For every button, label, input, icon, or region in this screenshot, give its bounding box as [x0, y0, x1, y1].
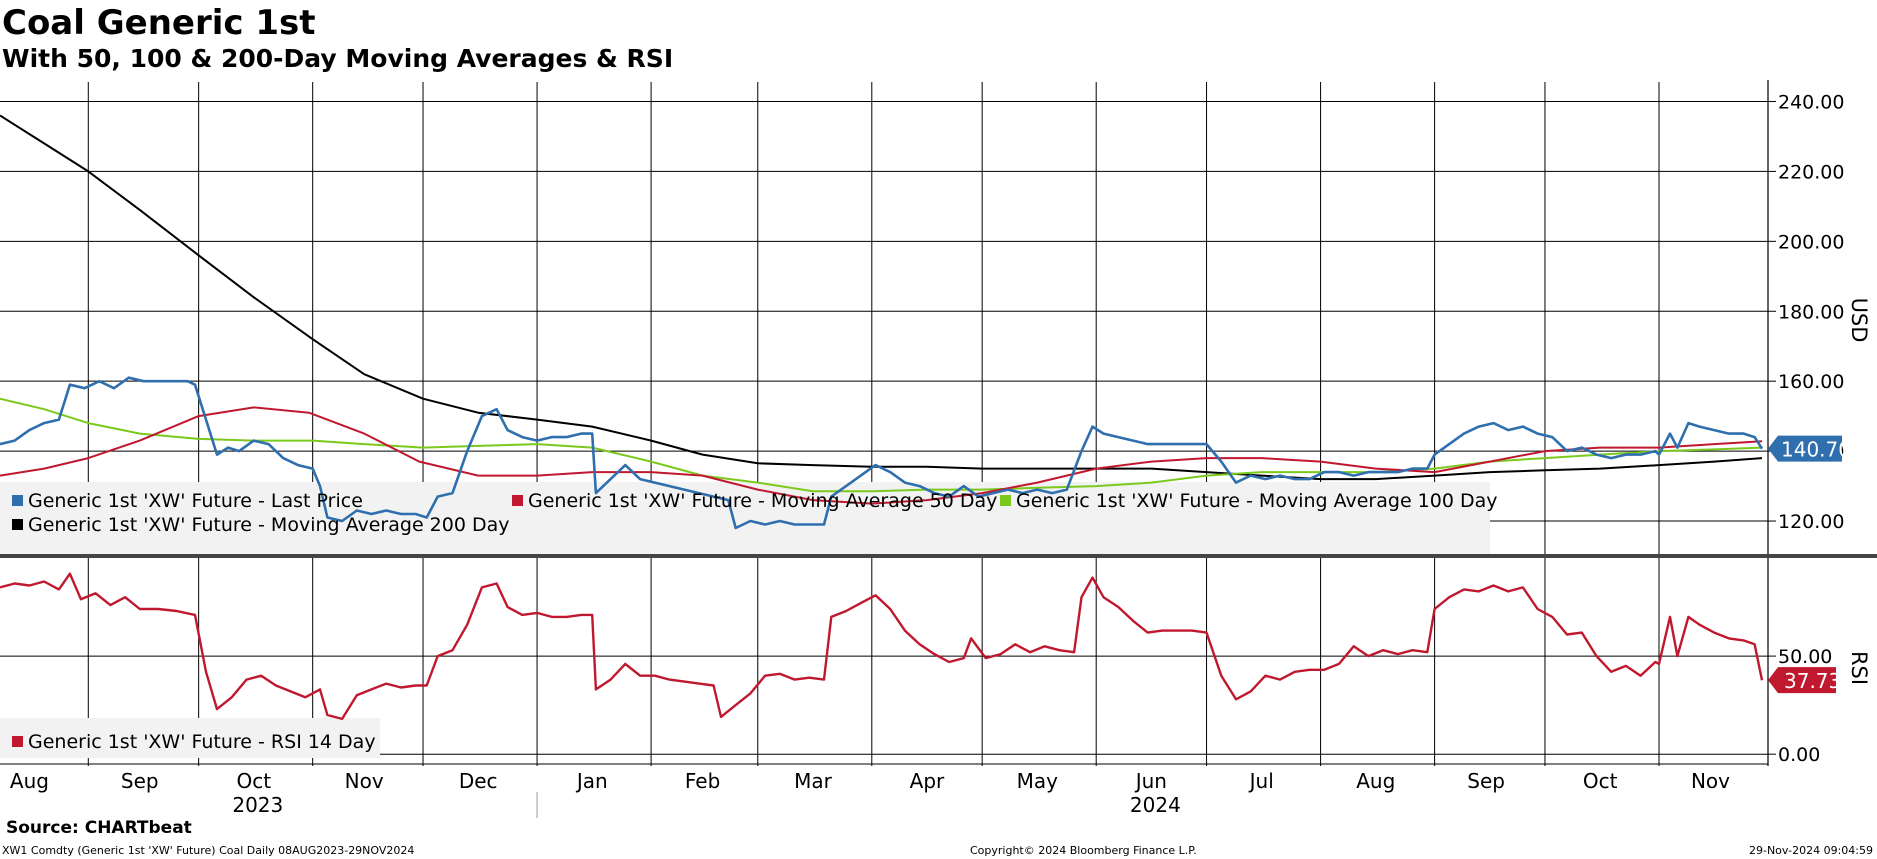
month-label: Dec	[459, 769, 498, 793]
legend: Generic 1st 'XW' Future - Last Price Gene…	[12, 490, 1498, 753]
rsi-legend-box	[0, 718, 380, 758]
month-label: Mar	[794, 769, 833, 793]
price-tick-label: 220.00	[1778, 161, 1844, 183]
legend-label: Generic 1st 'XW' Future - Moving Average…	[28, 514, 510, 536]
price-legend-box	[0, 482, 1490, 554]
month-label: Aug	[1356, 769, 1395, 793]
month-label: Oct	[237, 769, 272, 793]
axis-layer: 120.00140.00160.00180.00200.00220.00240.…	[0, 80, 1877, 818]
last-price-badge	[1768, 435, 1842, 462]
rsi-tick-label: 50.00	[1778, 646, 1832, 668]
legend-swatch	[12, 495, 23, 506]
price-axis-title: USD	[1847, 298, 1871, 343]
last-price-value: 140.70	[1781, 438, 1851, 462]
year-label: 2024	[1130, 793, 1181, 817]
chart-title: Coal Generic 1st	[2, 3, 316, 43]
series-layer	[0, 114, 1764, 721]
price-tick-label: 160.00	[1778, 371, 1844, 393]
month-label: Sep	[1467, 769, 1505, 793]
price-tick-label: 240.00	[1778, 91, 1844, 113]
legend-label: Generic 1st 'XW' Future - Moving Average…	[1016, 490, 1498, 512]
month-label: May	[1017, 769, 1059, 793]
legend-swatch	[1000, 495, 1011, 506]
rsi-legend-label: Generic 1st 'XW' Future - RSI 14 Day	[28, 731, 376, 753]
month-label: Apr	[910, 769, 945, 793]
legend-swatch	[512, 495, 523, 506]
legend-swatch	[12, 519, 23, 530]
footer-ticker-info: XW1 Comdty (Generic 1st 'XW' Future) Coa…	[2, 844, 415, 857]
last-rsi-badge	[1768, 667, 1836, 694]
ma50-line	[0, 406, 1763, 505]
grid-layer	[0, 82, 1768, 766]
price-tick-label: 180.00	[1778, 301, 1844, 323]
legend-label: Generic 1st 'XW' Future - Last Price	[28, 490, 363, 512]
rsi-axis-title: RSI	[1847, 651, 1871, 685]
month-label: Oct	[1583, 769, 1618, 793]
month-label: Sep	[121, 769, 159, 793]
legend-label: Generic 1st 'XW' Future - Moving Average…	[528, 490, 997, 512]
ma100-line	[0, 397, 1763, 493]
month-label: Feb	[685, 769, 720, 793]
chart-subtitle: With 50, 100 & 200-Day Moving Averages &…	[2, 44, 674, 73]
price-tick-label: 200.00	[1778, 231, 1844, 253]
month-label: Jul	[1248, 769, 1274, 793]
last-price-line	[0, 376, 1764, 530]
price-tick-label: 120.00	[1778, 511, 1844, 533]
last-rsi-value: 37.73	[1784, 669, 1841, 693]
month-label: Aug	[10, 769, 49, 793]
month-label: Nov	[1691, 769, 1730, 793]
footer-copyright: Copyright© 2024 Bloomberg Finance L.P.	[970, 844, 1197, 857]
source-label: Source: CHARTbeat	[6, 818, 192, 838]
rsi-legend-swatch	[12, 736, 23, 747]
month-label: Jan	[575, 769, 608, 793]
rsi-line	[0, 572, 1764, 721]
month-label: Jun	[1134, 769, 1167, 793]
footer-timestamp: 29-Nov-2024 09:04:59	[1748, 844, 1873, 857]
month-label: Nov	[345, 769, 384, 793]
rsi-tick-label: 0.00	[1778, 744, 1820, 766]
year-label: 2023	[232, 793, 283, 817]
legend-background	[0, 482, 1490, 758]
